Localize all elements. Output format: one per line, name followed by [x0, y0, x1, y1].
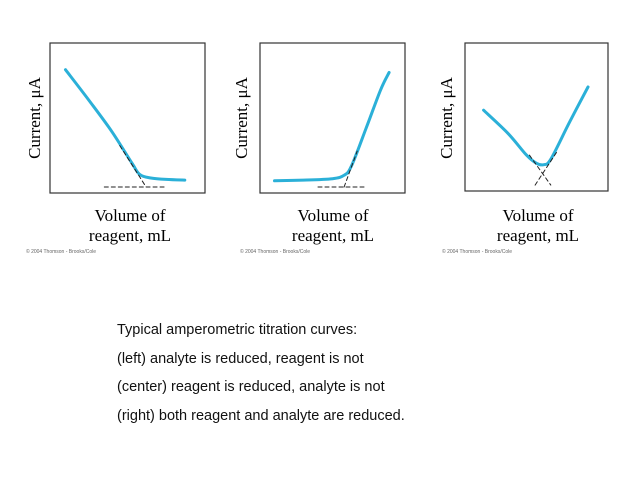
y-axis-label: Current, μA: [437, 76, 456, 159]
caption-line-4: (right) both reagent and analyte are red…: [117, 407, 405, 424]
x-axis-label-line1: Volume of: [297, 206, 369, 225]
caption-line-3: (center) reagent is reduced, analyte is …: [117, 379, 385, 395]
series-layer: [482, 85, 590, 186]
chart-right: Current, μA Volume of reagent, mL © 2004…: [435, 38, 635, 263]
x-axis-label-line2: reagent, mL: [496, 226, 580, 245]
series-extrapolation-2: [343, 150, 358, 188]
x-axis-label-line1: Volume of: [94, 206, 166, 225]
series-curve: [273, 71, 391, 183]
x-axis-label-line2: reagent, mL: [291, 226, 375, 245]
x-axis-label: Volume of reagent, mL: [483, 206, 593, 246]
series-curve: [64, 68, 187, 182]
caption-line-1: Typical amperometric titration curves:: [117, 322, 358, 338]
copyright-note: © 2004 Thomson - Brooks/Cole: [26, 249, 97, 255]
caption-line-2: (left) analyte is reduced, reagent is no…: [117, 350, 364, 367]
x-axis-label-line2: reagent, mL: [88, 226, 172, 245]
copyright-note: © 2004 Thomson - Brooks/Cole: [442, 249, 513, 255]
chart-center: Current, μA Volume of reagent, mL © 2004…: [230, 38, 430, 263]
series-extrapolation: [528, 154, 552, 186]
series-layer: [64, 68, 187, 188]
series-curve: [482, 85, 590, 167]
x-axis-label: Volume of reagent, mL: [75, 206, 185, 246]
plot-frame: [464, 42, 609, 192]
chart-right-svg: Current, μA: [437, 42, 609, 192]
chart-left-svg: Current, μA: [25, 42, 206, 194]
copyright-note: © 2004 Thomson - Brooks/Cole: [240, 249, 311, 255]
y-axis-label: Current, μA: [232, 76, 251, 159]
x-axis-label: Volume of reagent, mL: [278, 206, 388, 246]
y-axis-label: Current, μA: [25, 76, 44, 159]
series-extrapolation: [119, 145, 167, 188]
figure-caption: Typical amperometric titration curves: (…: [117, 320, 405, 434]
x-axis-label-line1: Volume of: [502, 206, 574, 225]
series-layer: [273, 71, 391, 188]
series-extrapolation-2: [534, 151, 557, 186]
chart-center-svg: Current, μA: [232, 42, 406, 194]
plot-frame: [259, 42, 406, 194]
chart-left: Current, μA Volume of reagent, mL © 2004…: [20, 38, 220, 263]
plot-frame: [49, 42, 206, 194]
